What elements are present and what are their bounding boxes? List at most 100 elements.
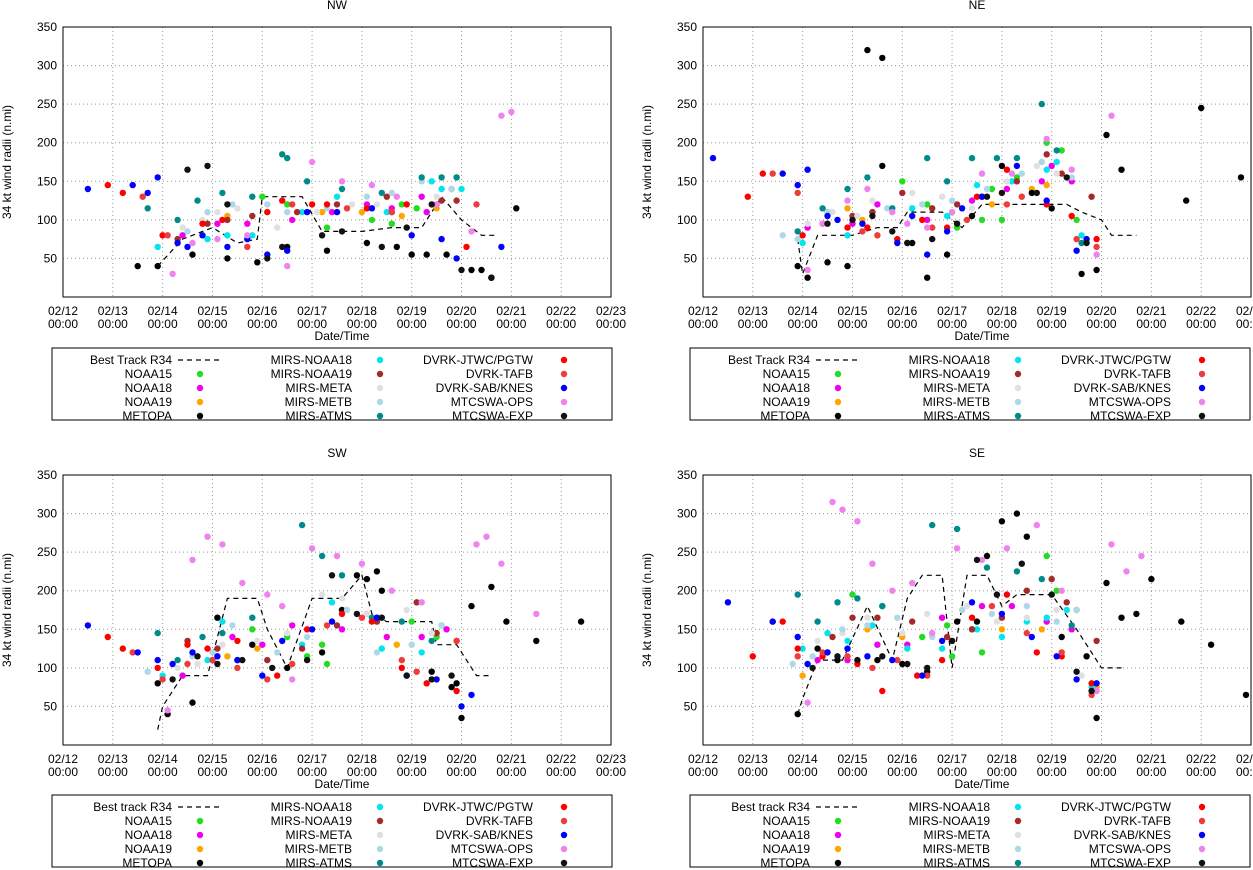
x-tick-time: 00:00 — [596, 317, 626, 331]
data-point — [829, 208, 836, 216]
plot-frame — [702, 26, 1252, 298]
x-tick-time: 00:00 — [447, 765, 477, 779]
y-tick-label: 350 — [677, 20, 697, 34]
y-axis-label: 34 kt wind radii (n.mi) — [640, 553, 654, 667]
data-point — [84, 622, 92, 629]
data-point — [909, 239, 916, 247]
data-point — [323, 224, 331, 231]
legend-label: DVRK-TAFB — [466, 814, 533, 828]
data-point — [1018, 193, 1025, 200]
x-tick-time: 00:00 — [48, 765, 78, 779]
legend-marker — [834, 831, 842, 839]
data-point — [864, 622, 871, 629]
data-point — [438, 185, 445, 193]
data-point — [363, 193, 371, 200]
plot-frame — [702, 474, 1252, 746]
data-point — [403, 224, 410, 231]
data-point — [204, 235, 211, 243]
data-point — [988, 602, 996, 610]
data-point — [824, 220, 831, 227]
data-point — [963, 602, 971, 610]
x-tick-time: 00:00 — [1236, 765, 1253, 779]
x-tick-date: 02/23 — [596, 304, 626, 318]
data-point — [264, 255, 271, 262]
data-point — [264, 208, 271, 216]
x-tick-time: 00:00 — [397, 317, 427, 331]
x-tick-date: 02/21 — [1136, 304, 1166, 318]
data-point — [184, 641, 191, 648]
y-tick-label: 300 — [677, 507, 697, 521]
data-point — [799, 232, 806, 239]
legend-marker — [1014, 384, 1022, 392]
data-point — [368, 205, 376, 212]
legend-label: MIRS-META — [924, 828, 990, 842]
data-point — [224, 653, 231, 660]
data-point — [159, 232, 166, 239]
data-point — [488, 583, 495, 591]
data-point — [943, 228, 951, 235]
legend-marker — [1014, 370, 1022, 378]
panel-title: NW — [327, 0, 348, 12]
data-point — [343, 606, 351, 614]
legend-marker — [1198, 356, 1206, 364]
data-point — [924, 610, 931, 618]
data-point — [874, 232, 881, 239]
data-point — [789, 660, 796, 668]
data-point — [938, 645, 946, 652]
series-mirs-metb — [789, 602, 1080, 668]
x-tick-time: 00:00 — [347, 765, 377, 779]
data-point — [904, 660, 911, 668]
data-point — [453, 197, 460, 204]
series-mirs-metb — [144, 606, 445, 675]
legend-marker — [196, 398, 204, 406]
legend-marker — [834, 817, 842, 825]
data-point — [924, 274, 931, 281]
y-tick-label: 250 — [677, 545, 697, 559]
data-point — [418, 649, 425, 656]
data-point — [189, 649, 196, 656]
y-tick-label: 50 — [44, 251, 58, 265]
data-point — [303, 633, 311, 641]
x-tick-date: 02/21 — [1136, 752, 1166, 766]
y-tick-label: 350 — [677, 468, 697, 482]
data-point — [1133, 610, 1140, 618]
legend-label: NOAA19 — [125, 395, 173, 409]
data-point — [254, 259, 261, 266]
legend-marker — [1198, 803, 1206, 811]
legend-label: METOPA — [122, 856, 172, 870]
data-point — [318, 552, 326, 560]
data-point — [859, 220, 866, 227]
data-point — [1048, 591, 1055, 598]
x-tick-date: 02/18 — [347, 304, 377, 318]
data-point — [814, 618, 821, 625]
data-point — [814, 656, 821, 664]
data-point — [1058, 633, 1065, 641]
data-point — [298, 645, 306, 652]
legend-marker — [1014, 831, 1022, 839]
data-point — [1038, 575, 1046, 583]
data-point — [869, 622, 876, 629]
legend-label: NOAA19 — [125, 842, 173, 856]
data-point — [1018, 560, 1025, 567]
y-tick-label: 100 — [37, 213, 57, 227]
data-point — [1118, 166, 1125, 173]
data-point — [308, 545, 316, 552]
series-dvrk-sab-knes — [84, 614, 475, 710]
data-point — [214, 614, 221, 621]
data-point — [428, 178, 435, 185]
data-point — [1043, 135, 1050, 143]
data-point — [413, 599, 420, 606]
legend-marker — [376, 817, 384, 825]
data-point — [303, 208, 311, 216]
legend-label: DVRK-SAB/KNES — [1074, 828, 1171, 842]
legend-label: NOAA19 — [763, 395, 811, 409]
data-point — [478, 266, 485, 274]
data-point — [358, 208, 366, 216]
data-point — [1073, 606, 1080, 614]
data-point — [804, 660, 811, 668]
x-tick-date: 02/14 — [148, 304, 178, 318]
data-point — [398, 618, 405, 625]
data-point — [219, 641, 226, 648]
x-tick-time: 00:00 — [1037, 765, 1067, 779]
